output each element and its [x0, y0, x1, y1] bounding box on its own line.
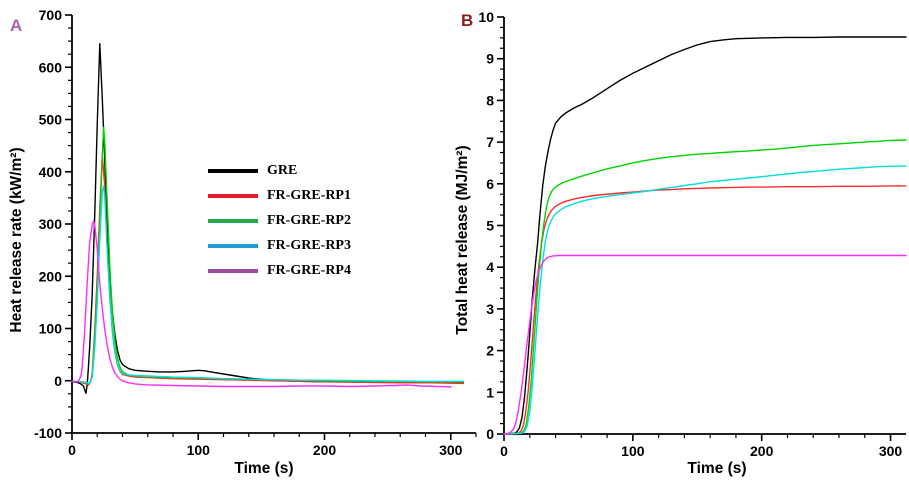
- y-tick-label: 600: [39, 59, 63, 75]
- y-tick-label: 400: [39, 164, 63, 180]
- legend-label: FR-GRE-RP2: [267, 212, 351, 228]
- y-tick-label: 9: [486, 51, 494, 67]
- x-tick-label: 100: [621, 443, 645, 459]
- legend-line-swatch: [208, 243, 258, 248]
- panel-a-y-axis-title: Heat release rate (kW/m²): [8, 147, 25, 333]
- y-tick-label: 100: [39, 321, 63, 337]
- y-tick-label: 700: [39, 7, 63, 23]
- y-tick-label: 2: [486, 343, 494, 359]
- legend-item-fr-gre-rp3: FR-GRE-RP3: [208, 233, 351, 258]
- panel-b-x-axis-title: Time (s): [687, 460, 747, 477]
- y-tick-label: 500: [39, 112, 63, 128]
- legend: GRE FR-GRE-RP1 FR-GRE-RP2 FR-GRE-RP3 FR-…: [208, 158, 351, 283]
- x-tick-label: 200: [313, 442, 337, 458]
- legend-label: GRE: [267, 162, 298, 178]
- y-tick-label: 7: [486, 134, 494, 150]
- series-line-fr-gre-rp4: [71, 220, 452, 388]
- legend-label: FR-GRE-RP4: [267, 262, 351, 278]
- series-line-gre: [503, 36, 907, 435]
- x-tick-label: 100: [187, 442, 211, 458]
- legend-label: FR-GRE-RP3: [267, 237, 351, 253]
- y-tick-label: 10: [478, 9, 494, 25]
- series-line-fr-gre-rp4: [503, 254, 907, 435]
- panel-a-x-axis-title: Time (s): [234, 460, 294, 477]
- legend-line-swatch: [208, 168, 258, 173]
- panel-b-y-axis-title: Total heat release (MJ/m²): [454, 145, 471, 335]
- y-tick-label: 0: [486, 426, 494, 442]
- series-line-fr-gre-rp2: [503, 139, 907, 435]
- legend-line-swatch: [208, 218, 258, 223]
- legend-line-swatch: [208, 193, 258, 198]
- legend-item-fr-gre-rp1: FR-GRE-RP1: [208, 183, 351, 208]
- panel-a-label: A: [10, 16, 23, 35]
- x-tick-label: 300: [439, 442, 463, 458]
- y-tick-label: 6: [486, 176, 494, 192]
- y-tick-label: 1: [486, 384, 494, 400]
- x-tick-label: 0: [500, 443, 508, 459]
- x-tick-label: 300: [879, 443, 903, 459]
- y-tick-label: 5: [486, 218, 494, 234]
- y-tick-label: 300: [39, 216, 63, 232]
- y-tick-label: 4: [486, 259, 494, 275]
- legend-item-fr-gre-rp4: FR-GRE-RP4: [208, 258, 351, 283]
- series-line-fr-gre-rp3: [503, 165, 907, 435]
- x-tick-label: 200: [750, 443, 774, 459]
- legend-item-gre: GRE: [208, 158, 351, 183]
- y-tick-label: 0: [54, 373, 62, 389]
- legend-line-swatch: [208, 268, 258, 273]
- panel-b-label: B: [461, 11, 474, 30]
- x-tick-label: 0: [68, 442, 76, 458]
- y-tick-label: 8: [486, 92, 494, 108]
- series-line-fr-gre-rp3: [71, 185, 465, 385]
- y-tick-label: 3: [486, 301, 494, 317]
- legend-label: FR-GRE-RP1: [267, 187, 351, 203]
- y-tick-label: 200: [39, 268, 63, 284]
- y-tick-label: -100: [34, 425, 62, 441]
- legend-item-fr-gre-rp2: FR-GRE-RP2: [208, 208, 351, 233]
- series-line-fr-gre-rp1: [503, 185, 907, 435]
